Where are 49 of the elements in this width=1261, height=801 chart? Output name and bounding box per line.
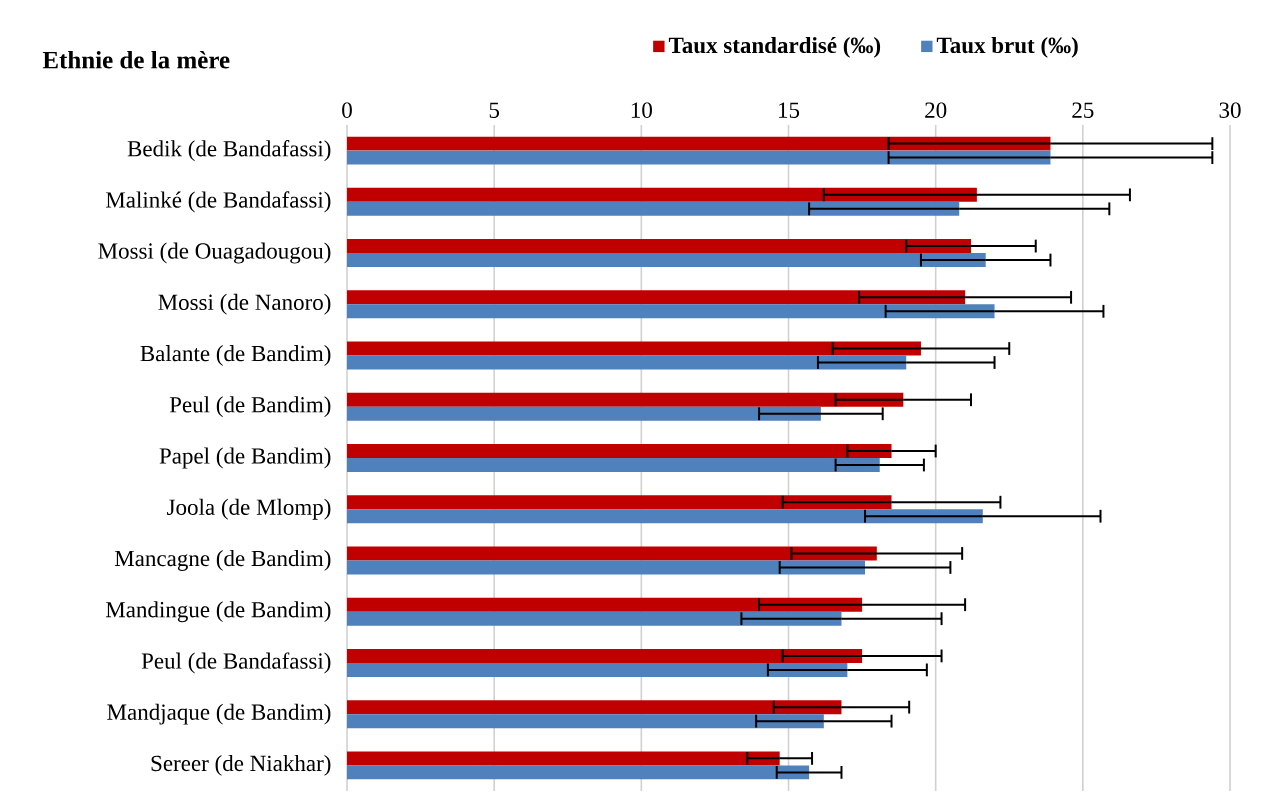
bar [347,290,966,305]
x-tick-label: 20 [925,102,947,118]
bar [347,392,904,407]
bar [347,239,971,254]
bar [347,765,810,780]
x-tick-label: 5 [489,102,500,118]
bar [347,560,866,575]
y-tick-label: Sereer (de Niakhar) [151,754,331,776]
bar [347,662,848,677]
bar [347,546,877,561]
y-tick-label: Mandjaque (de Bandim) [107,703,331,725]
bar [347,443,892,458]
bar [347,597,863,612]
y-tick-label: Malinké (de Bandafassi) [105,191,331,213]
x-tick-label: 10 [631,102,652,118]
y-tick-label: Mancagne (de Bandim) [114,549,331,571]
y-tick-label: Mossi (de Ouagadougou) [98,242,331,264]
bar [347,253,986,268]
x-tick-label: 15 [779,102,800,118]
bar [347,611,842,626]
bar [347,509,983,524]
bar [347,355,907,370]
bar [347,136,1051,151]
bar [347,714,824,729]
bar [347,495,892,510]
y-tick-label: Balante (de Bandim) [140,345,331,366]
legend-label: Taux brut (‰) [936,36,1078,58]
bar [347,304,995,319]
y-tick-label: Peul (de Bandafassi) [141,652,331,674]
bar [347,700,842,715]
legend-label: Taux standardisé (‰) [668,36,881,58]
y-axis-title: Ethnie de la mère [42,50,230,69]
bar [347,648,863,663]
x-tick-label: 25 [1072,102,1094,118]
bar [347,341,921,356]
y-tick-label: Bedik (de Bandafassi) [127,140,331,162]
bar [347,457,880,472]
x-tick-label: 30 [1219,102,1241,118]
y-tick-label: Mandingue (de Bandim) [105,601,331,623]
bar [347,201,960,216]
bar [347,406,821,421]
bar [347,187,977,202]
y-tick-label: Peul (de Bandim) [169,396,331,418]
y-tick-label: Papel (de Bandim) [159,447,331,469]
bar [347,751,780,766]
y-tick-label: Mossi (de Nanoro) [158,293,331,315]
bar [347,150,1051,165]
x-tick-label: 0 [342,102,352,118]
y-tick-label: Joola (de Mlomp) [167,498,331,520]
